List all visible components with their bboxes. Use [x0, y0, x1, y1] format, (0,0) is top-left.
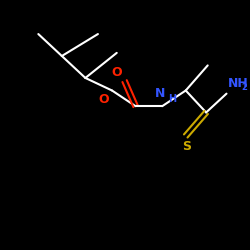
Text: O: O [112, 66, 122, 79]
Text: NH: NH [228, 77, 248, 90]
Text: H: H [168, 94, 176, 104]
Text: 2: 2 [241, 84, 247, 92]
Text: N: N [155, 87, 165, 100]
Text: O: O [98, 93, 108, 106]
Text: S: S [182, 140, 192, 152]
